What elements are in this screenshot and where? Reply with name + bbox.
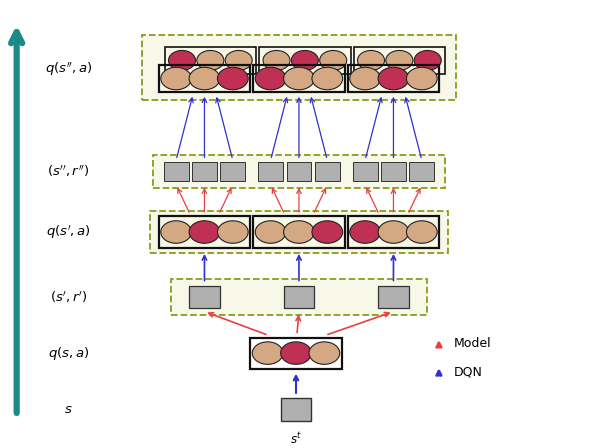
Circle shape [225, 51, 252, 70]
Circle shape [350, 67, 381, 90]
Bar [150, 211, 448, 253]
Circle shape [161, 67, 191, 90]
Circle shape [312, 221, 343, 243]
Circle shape [291, 51, 318, 70]
Circle shape [217, 221, 248, 243]
Text: Model: Model [453, 337, 491, 350]
Bar [253, 65, 345, 92]
Circle shape [312, 67, 343, 90]
Bar [192, 163, 217, 181]
Circle shape [284, 67, 314, 90]
Circle shape [255, 67, 286, 90]
Text: $s$: $s$ [65, 403, 73, 416]
Circle shape [378, 221, 409, 243]
Bar [164, 163, 188, 181]
Bar [281, 398, 311, 421]
Bar [220, 163, 245, 181]
Circle shape [407, 221, 437, 243]
Bar [348, 216, 439, 248]
Bar [159, 65, 250, 92]
Circle shape [386, 51, 413, 70]
Text: $(s', r')$: $(s', r')$ [50, 289, 87, 305]
Bar [315, 163, 340, 181]
Circle shape [197, 51, 224, 70]
Bar [353, 163, 378, 181]
Circle shape [217, 67, 248, 90]
Circle shape [309, 342, 340, 364]
Circle shape [350, 221, 381, 243]
Circle shape [169, 51, 195, 70]
Bar [250, 337, 342, 369]
Text: $q(s,a)$: $q(s,a)$ [48, 345, 89, 362]
Text: $(s'', r'')$: $(s'', r'')$ [47, 164, 90, 179]
Circle shape [189, 67, 220, 90]
Bar [348, 65, 439, 92]
Circle shape [281, 342, 311, 364]
Bar [153, 155, 445, 188]
Bar [142, 35, 456, 99]
Bar [259, 47, 350, 73]
Text: $q(s'', a)$: $q(s'', a)$ [45, 60, 92, 78]
Bar [381, 163, 406, 181]
Text: $q(s', a)$: $q(s', a)$ [46, 223, 91, 241]
Circle shape [189, 221, 220, 243]
Circle shape [263, 51, 290, 70]
Text: DQN: DQN [453, 365, 482, 378]
Circle shape [358, 51, 385, 70]
Bar [410, 163, 434, 181]
Bar [378, 286, 409, 308]
Bar [159, 216, 250, 248]
Circle shape [407, 67, 437, 90]
Circle shape [378, 67, 409, 90]
Text: $s^t$: $s^t$ [290, 431, 302, 447]
Bar [171, 279, 426, 314]
Circle shape [252, 342, 283, 364]
Circle shape [284, 221, 314, 243]
Bar [258, 163, 283, 181]
Bar [284, 286, 314, 308]
Circle shape [255, 221, 286, 243]
Bar [189, 286, 220, 308]
Bar [287, 163, 311, 181]
Bar [353, 47, 445, 73]
Bar [165, 47, 256, 73]
Bar [253, 216, 345, 248]
Circle shape [320, 51, 347, 70]
Circle shape [414, 51, 441, 70]
Circle shape [161, 221, 191, 243]
